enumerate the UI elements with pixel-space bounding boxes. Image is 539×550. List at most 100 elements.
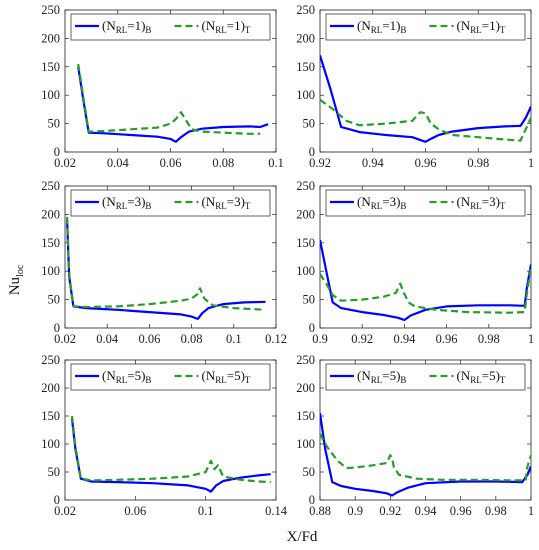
- legend-box: [70, 363, 271, 391]
- panel-5: 0 50 100 150 200 250 0.02 0.06 0.1 0.14 (NRL=5)B (N…: [41, 353, 287, 518]
- plot-frame: [319, 185, 532, 329]
- x-tick-label: 0.06: [160, 156, 182, 170]
- legend-label-bottom: (NRL=3)B: [357, 194, 406, 211]
- x-tick-label: 1: [528, 504, 534, 518]
- panel-1: 0 50 100 150 200 250 0.02 0.04 0.06 0.08 0.1 (NRL=1…: [41, 3, 284, 170]
- y-tick-label: 100: [41, 88, 60, 102]
- y-tick-label: 100: [296, 437, 315, 451]
- y-tick-label: 150: [296, 236, 315, 250]
- series-line-top: [77, 63, 261, 135]
- x-tick-label: 0.94: [415, 504, 438, 518]
- series-line-bottom: [320, 413, 531, 497]
- x-tick-label: 0.1: [226, 332, 242, 346]
- panel-6: 0 50 100 150 200 250 0.88 0.9 0.92 0.94 0.96 0.98 1 (…: [296, 353, 534, 518]
- x-tick-label: 0.96: [415, 156, 437, 170]
- x-tick-label: 0.04: [96, 332, 119, 346]
- series-line-top: [70, 415, 271, 484]
- legend-label-bottom: (NRL=5)B: [102, 368, 151, 385]
- x-tick-label: 0.04: [107, 156, 130, 170]
- panel-2: 0 50 100 150 200 250 0.92 0.94 0.96 0.98 1 (NRL=1)B…: [296, 3, 534, 170]
- y-tick-label: 250: [296, 3, 315, 17]
- x-tick-label: 0.14: [265, 504, 288, 518]
- legend-label-top: (NRL=1)T: [202, 18, 251, 35]
- legend-box: [325, 13, 526, 41]
- y-tick-label: 50: [48, 293, 61, 307]
- series-line-top: [320, 433, 531, 482]
- x-tick-label: 0.02: [54, 332, 76, 346]
- y-tick-label: 50: [303, 465, 316, 479]
- x-tick-label: 0.96: [436, 332, 458, 346]
- y-tick-label: 200: [41, 207, 60, 221]
- y-tick-label: 100: [296, 88, 315, 102]
- x-tick-label: 0.1: [198, 504, 214, 518]
- y-tick-label: 0: [309, 493, 315, 507]
- y-axis-label-sub: loc: [15, 264, 26, 277]
- legend-label-bottom: (NRL=1)B: [357, 18, 406, 35]
- legend-label-top: (NRL=5)T: [202, 368, 251, 385]
- x-tick-label: 0.92: [351, 332, 373, 346]
- legend-label-bottom: (NRL=1)B: [102, 18, 151, 35]
- x-tick-label: 0.08: [212, 156, 234, 170]
- y-tick-label: 250: [41, 353, 60, 367]
- x-tick-label: 0.92: [309, 156, 331, 170]
- x-tick-label: 0.02: [54, 156, 76, 170]
- legend-box: [325, 363, 526, 391]
- x-tick-label: 0.94: [362, 156, 385, 170]
- y-tick-label: 250: [41, 3, 60, 17]
- x-tick-label: 0.88: [309, 504, 331, 518]
- x-tick-label: 0.06: [138, 332, 160, 346]
- y-axis-label-main: Nu: [7, 276, 23, 295]
- series-line-bottom: [77, 66, 269, 143]
- y-tick-label: 50: [303, 117, 316, 131]
- y-axis-label: Nuloc: [7, 264, 26, 295]
- y-tick-label: 0: [309, 145, 315, 159]
- y-tick-label: 200: [296, 207, 315, 221]
- y-tick-label: 100: [296, 264, 315, 278]
- series-line-bottom: [320, 239, 531, 322]
- y-tick-label: 0: [54, 493, 60, 507]
- y-tick-label: 250: [296, 353, 315, 367]
- series-line-top: [66, 217, 266, 311]
- x-tick-label: 0.08: [181, 332, 203, 346]
- y-tick-label: 250: [296, 179, 315, 193]
- y-tick-label: 0: [54, 321, 60, 335]
- x-tick-label: 1: [528, 332, 534, 346]
- legend-label-top: (NRL=5)T: [457, 368, 506, 385]
- y-tick-label: 100: [41, 264, 60, 278]
- x-tick-label: 1: [528, 156, 534, 170]
- series-line-bottom: [320, 55, 531, 143]
- series-line-bottom: [66, 220, 266, 320]
- x-tick-label: 0.1: [268, 156, 284, 170]
- y-tick-label: 150: [41, 60, 60, 74]
- y-tick-label: 150: [41, 236, 60, 250]
- y-tick-label: 200: [41, 381, 60, 395]
- y-tick-label: 200: [296, 31, 315, 45]
- y-tick-label: 50: [303, 293, 316, 307]
- y-tick-label: 50: [48, 465, 61, 479]
- legend-label-bottom: (NRL=3)B: [102, 194, 151, 211]
- y-tick-label: 150: [41, 409, 60, 423]
- y-tick-label: 150: [296, 409, 315, 423]
- x-tick-label: 0.98: [478, 332, 500, 346]
- plot-frame: [64, 185, 277, 329]
- x-tick-label: 0.02: [54, 504, 76, 518]
- y-tick-label: 150: [296, 60, 315, 74]
- x-tick-label: 0.12: [265, 332, 287, 346]
- legend-box: [70, 13, 271, 41]
- legend-label-top: (NRL=3)T: [457, 194, 506, 211]
- x-tick-label: 0.92: [379, 504, 401, 518]
- x-tick-label: 0.98: [467, 156, 489, 170]
- y-tick-label: 200: [41, 31, 60, 45]
- legend-label-top: (NRL=3)T: [202, 194, 251, 211]
- y-tick-label: 50: [48, 117, 61, 131]
- x-tick-label: 0.98: [485, 504, 507, 518]
- legend-label-top: (NRL=1)T: [457, 18, 506, 35]
- y-tick-label: 0: [309, 321, 315, 335]
- legend-label-bottom: (NRL=5)B: [357, 368, 406, 385]
- legend-box: [325, 189, 526, 217]
- x-tick-label: 0.06: [124, 504, 146, 518]
- legend-box: [70, 189, 271, 217]
- y-tick-label: 250: [41, 179, 60, 193]
- y-tick-label: 200: [296, 381, 315, 395]
